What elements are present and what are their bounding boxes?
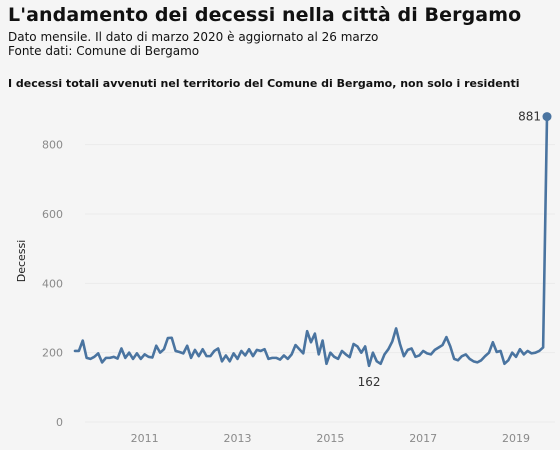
chart-title: L'andamento dei decessi nella città di B…	[8, 4, 522, 26]
y-axis-label: Decessi	[15, 240, 28, 283]
y-tick-label-400: 400	[42, 277, 63, 290]
last-point-marker	[542, 112, 552, 122]
chart-caption: I decessi totali avvenuti nel territorio…	[8, 77, 520, 90]
x-tick-label-2017: 2017	[409, 432, 437, 445]
y-tick-label-200: 200	[42, 347, 63, 360]
x-tick-label-2011: 2011	[131, 432, 159, 445]
chart-subtitle: Dato mensile. Il dato di marzo 2020 è ag…	[8, 30, 378, 58]
x-tick-label-2013: 2013	[223, 432, 251, 445]
y-tick-label-800: 800	[42, 139, 63, 152]
series-line-decessi	[73, 115, 549, 368]
subtitle-source: Fonte dati: Comune di Bergamo	[8, 44, 200, 58]
y-tick-label-0: 0	[56, 416, 63, 429]
y-tick-label-600: 600	[42, 208, 63, 221]
subtitle-update-note: Dato mensile. Il dato di marzo 2020 è ag…	[8, 30, 379, 44]
x-tick-label-2015: 2015	[316, 432, 344, 445]
data-label-881: 881	[518, 110, 541, 124]
x-tick-label-2019: 2019	[502, 432, 530, 445]
data-label-162: 162	[358, 375, 381, 389]
